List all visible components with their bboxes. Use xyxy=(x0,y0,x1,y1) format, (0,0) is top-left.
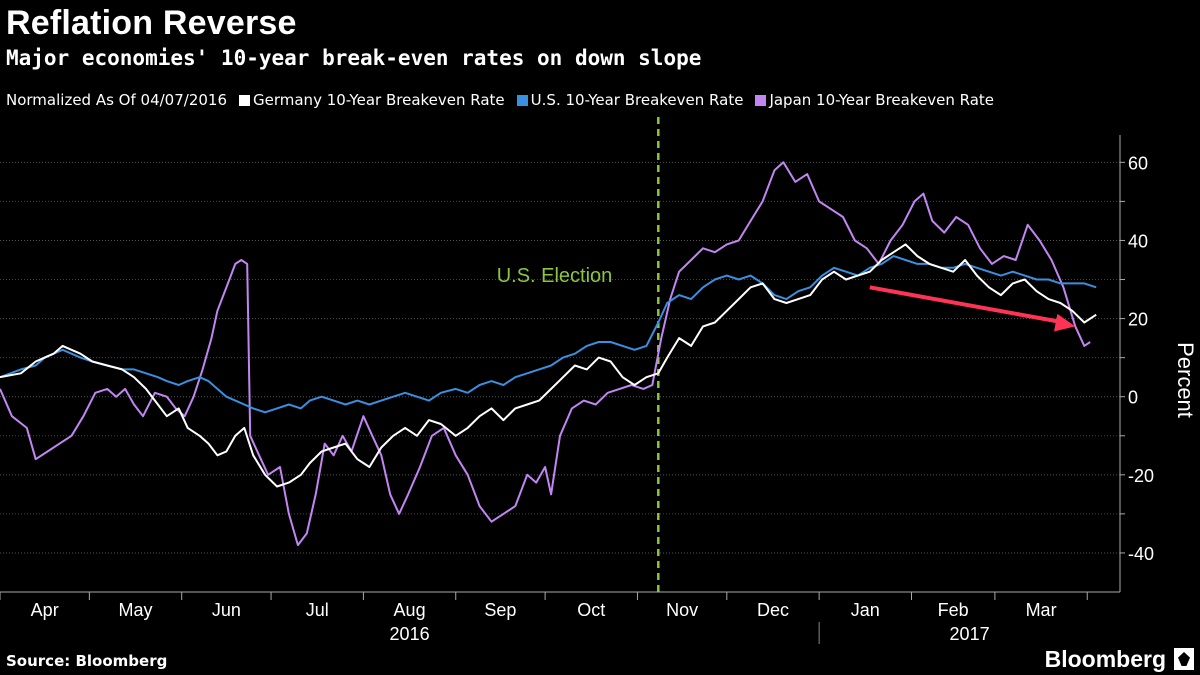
x-tick-label: Jun xyxy=(212,600,241,620)
x-year-label: 2017 xyxy=(950,624,990,644)
bloomberg-mark-icon xyxy=(1174,648,1194,670)
x-tick-label: Sep xyxy=(484,600,516,620)
x-tick-label: Jul xyxy=(306,600,329,620)
x-tick-label: Aug xyxy=(394,600,426,620)
legend-item-us: U.S. 10-Year Breakeven Rate xyxy=(516,91,743,109)
trend-arrow-line xyxy=(869,285,1064,325)
legend: Normalized As Of 04/07/2016 Germany 10-Y… xyxy=(6,91,1006,109)
legend-swatch-us xyxy=(516,94,528,106)
y-axis-label: Percent xyxy=(1173,342,1198,418)
chart-subtitle: Major economies' 10-year break-even rate… xyxy=(6,46,702,70)
election-label: U.S. Election xyxy=(497,265,613,287)
chart-title: Reflation Reverse xyxy=(6,4,297,42)
x-tick-label: May xyxy=(119,600,153,620)
x-tick-label: Dec xyxy=(757,600,789,620)
x-tick-label: Nov xyxy=(666,600,698,620)
x-tick-label: Jan xyxy=(851,600,880,620)
x-tick-label: Oct xyxy=(577,600,605,620)
x-tick-label: Feb xyxy=(938,600,969,620)
y-tick-label: -40 xyxy=(1128,544,1154,564)
x-tick-label: Mar xyxy=(1026,600,1057,620)
y-tick-label: 0 xyxy=(1128,388,1138,408)
y-tick-label: 40 xyxy=(1128,231,1148,251)
y-tick-label: 20 xyxy=(1128,310,1148,330)
legend-note: Normalized As Of 04/07/2016 xyxy=(6,91,227,109)
source-note: Source: Bloomberg xyxy=(6,652,168,670)
series-line-u-s-10-year-breakeven-rate xyxy=(0,255,1097,414)
legend-item-germany: Germany 10-Year Breakeven Rate xyxy=(239,91,505,109)
series-line-japan-10-year-breakeven-rate xyxy=(0,161,1091,547)
bloomberg-logo: Bloomberg xyxy=(1044,646,1166,672)
legend-item-japan: Japan 10-Year Breakeven Rate xyxy=(755,91,994,109)
series-line-germany-10-year-breakeven-rate xyxy=(0,243,1097,488)
legend-swatch-japan xyxy=(755,94,767,106)
y-tick-label: 60 xyxy=(1128,153,1148,173)
y-tick-label: -20 xyxy=(1128,466,1154,486)
trend-arrow-head xyxy=(1053,313,1076,332)
legend-swatch-germany xyxy=(239,94,250,106)
x-tick-label: Apr xyxy=(31,600,59,620)
x-year-label: 2016 xyxy=(390,624,430,644)
